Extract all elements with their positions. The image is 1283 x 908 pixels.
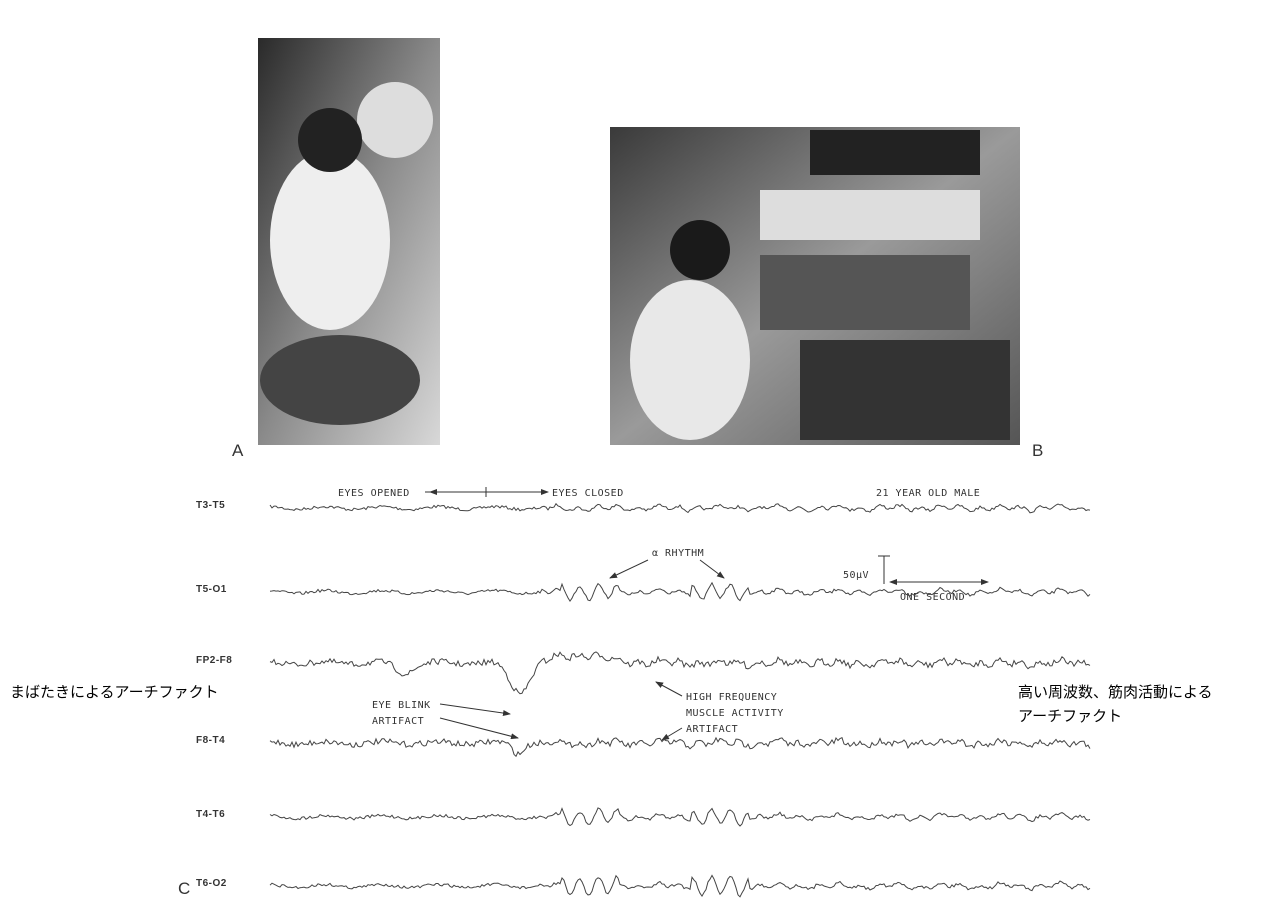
- arrow: [700, 560, 724, 578]
- annotation: 50μV: [843, 570, 869, 581]
- arrow: [662, 728, 682, 740]
- panel-label: C: [178, 879, 190, 898]
- eeg-trace: [270, 875, 1090, 896]
- eeg-trace: [270, 808, 1090, 826]
- channel-label: T3-T5: [196, 500, 225, 511]
- figure: A B C EYES OPENED EYES CLOSED 21 YEAR OL…: [0, 0, 1283, 908]
- annotation: ARTIFACT: [686, 724, 738, 735]
- page: A B C EYES OPENED EYES CLOSED 21 YEAR OL…: [0, 0, 1283, 908]
- arrow: [656, 682, 682, 696]
- panel-label: B: [1032, 441, 1043, 460]
- eeg-trace: [270, 652, 1090, 694]
- caption: 高い周波数、筋肉活動による: [1018, 683, 1213, 701]
- eeg-trace: [270, 583, 1090, 601]
- arrow: [440, 704, 510, 714]
- arrow: [440, 718, 518, 738]
- eeg-trace: [270, 738, 1090, 757]
- photo-b: [610, 127, 1020, 445]
- annotation: 21 YEAR OLD MALE: [876, 488, 980, 499]
- annotation: HIGH FREQUENCY: [686, 692, 777, 703]
- photo-a: [258, 38, 440, 445]
- annotation: α RHYTHM: [652, 548, 704, 559]
- channel-label: T4-T6: [196, 809, 225, 820]
- annotation: ARTIFACT: [372, 716, 424, 727]
- panel-label: A: [232, 441, 244, 460]
- channel-label: T5-O1: [196, 584, 227, 595]
- annotation: EYES OPENED: [338, 488, 410, 499]
- caption: まばたきによるアーチファクト: [10, 683, 219, 701]
- channel-label: F8-T4: [196, 735, 225, 746]
- channel-label: T6-O2: [196, 878, 227, 889]
- caption: アーチファクト: [1018, 707, 1122, 725]
- annotation: MUSCLE ACTIVITY: [686, 708, 784, 719]
- annotation: EYES CLOSED: [552, 488, 624, 499]
- arrow: [610, 560, 648, 578]
- eeg-trace: [270, 504, 1090, 513]
- annotation: EYE BLINK: [372, 700, 431, 711]
- channel-label: FP2-F8: [196, 655, 232, 666]
